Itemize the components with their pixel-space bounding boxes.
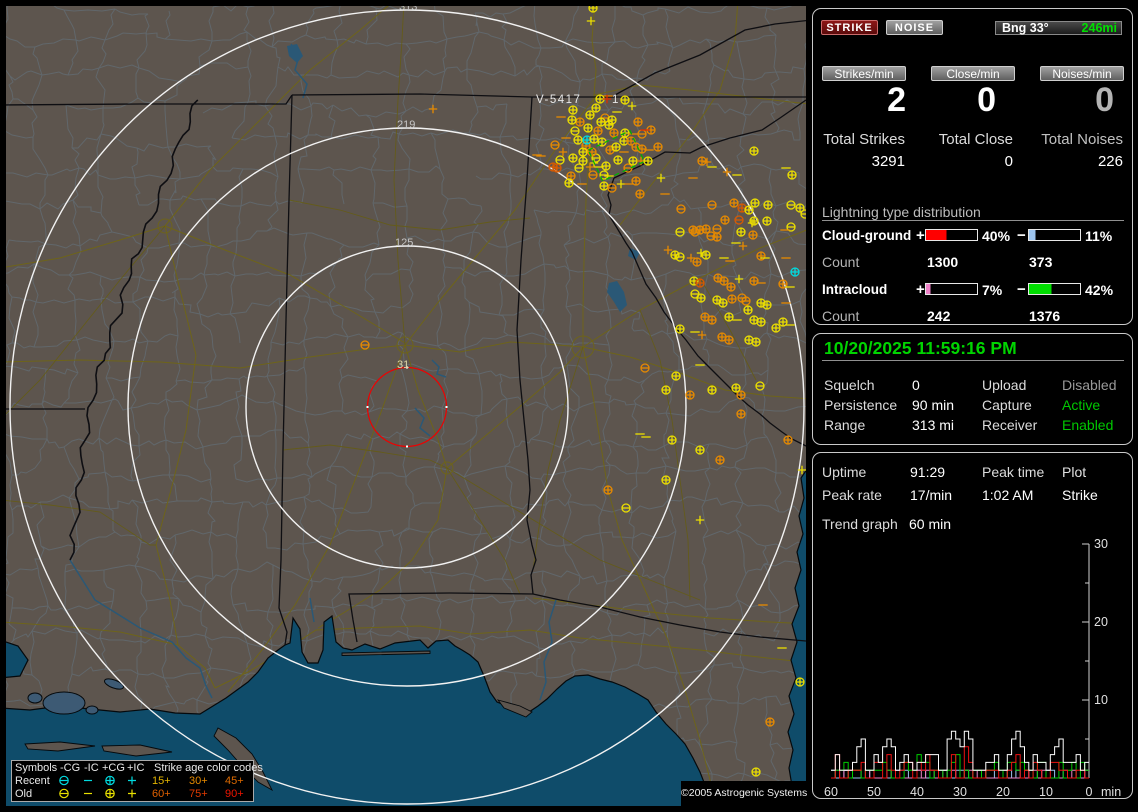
- svg-text:V-5417: V-5417: [536, 94, 581, 106]
- svg-text:min: min: [1101, 785, 1121, 799]
- svg-text:219: 219: [397, 119, 415, 131]
- svg-text:60: 60: [824, 785, 838, 799]
- svg-text:30: 30: [1094, 537, 1108, 551]
- svg-text:30: 30: [953, 785, 967, 799]
- svg-text:10: 10: [1094, 693, 1108, 707]
- svg-text:20: 20: [1094, 615, 1108, 629]
- svg-text:125: 125: [395, 237, 413, 249]
- svg-text:10: 10: [1039, 785, 1053, 799]
- svg-text:313: 313: [399, 6, 417, 13]
- svg-text:0: 0: [1086, 785, 1093, 799]
- svg-text:50: 50: [867, 785, 881, 799]
- svg-text:40: 40: [910, 785, 924, 799]
- svg-text:31: 31: [397, 359, 409, 371]
- svg-text:20: 20: [996, 785, 1010, 799]
- svg-text:1: 1: [612, 94, 618, 106]
